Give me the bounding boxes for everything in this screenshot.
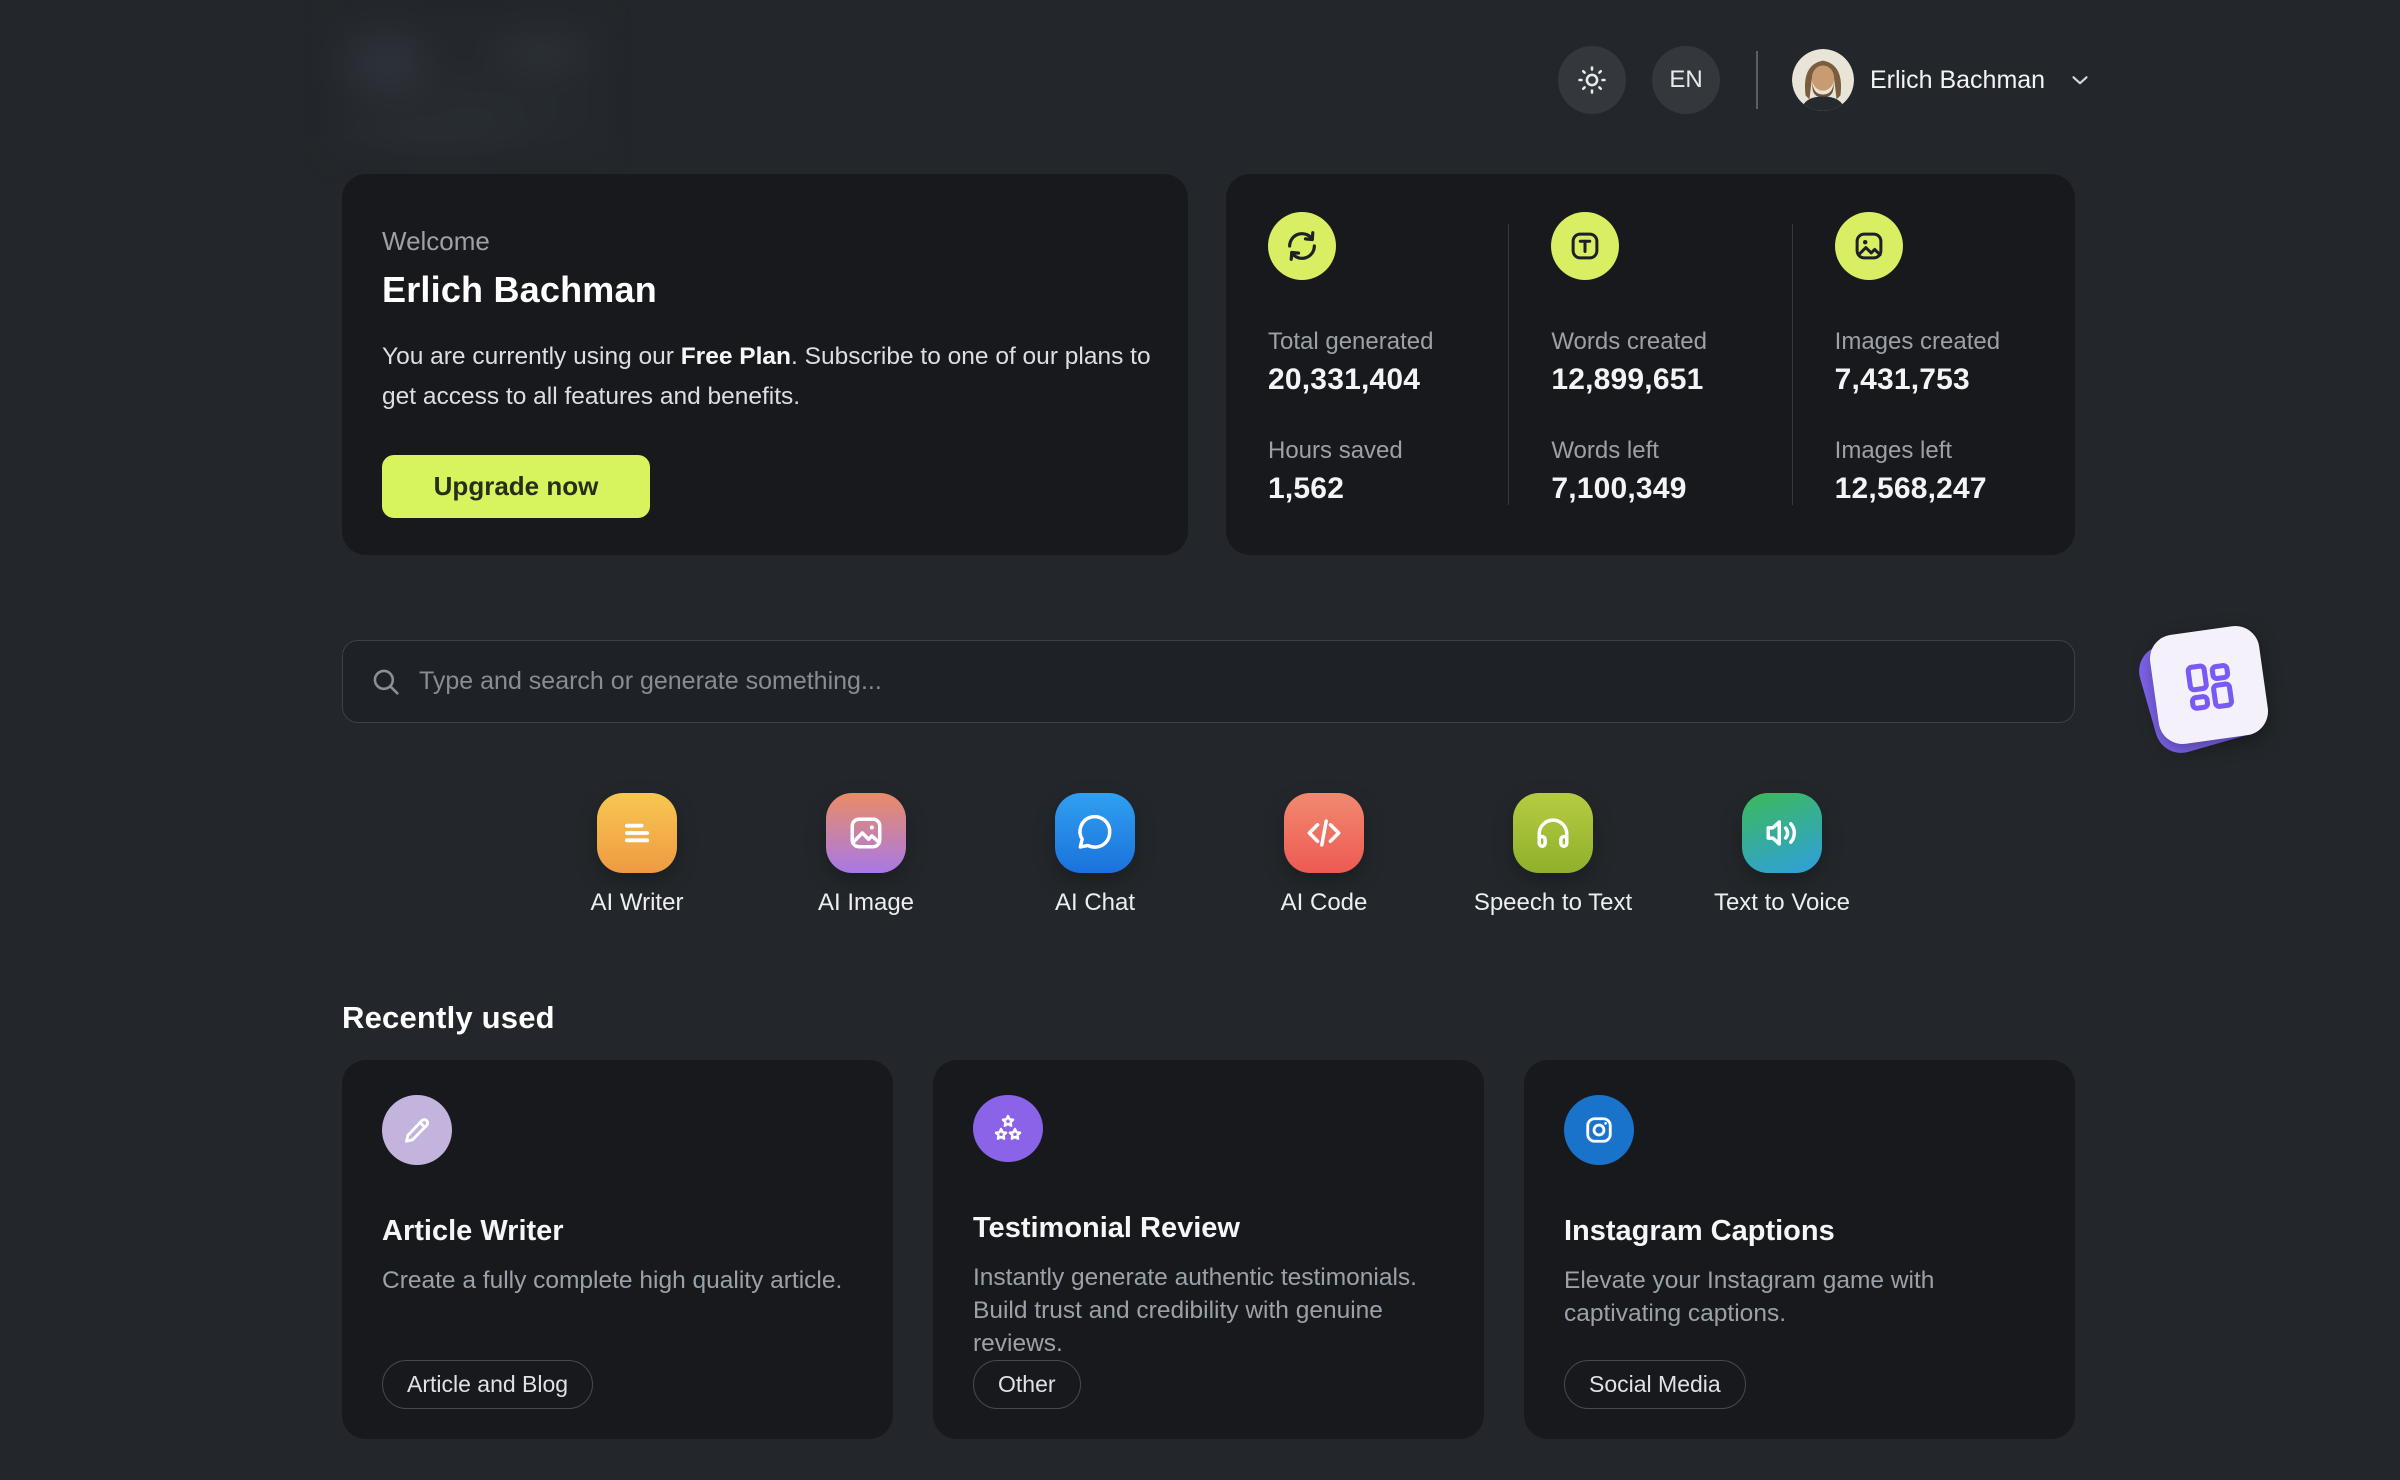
stat-value: 12,899,651 xyxy=(1551,363,1704,396)
tool-label: AI Writer xyxy=(590,889,684,916)
grid-widgets-icon xyxy=(2146,622,2272,748)
welcome-card: Welcome Erlich Bachman You are currently… xyxy=(342,174,1188,555)
sun-icon xyxy=(1575,63,1609,97)
instagram-icon xyxy=(1564,1095,1634,1165)
stat-column-words: Words created 12,899,651 Words left 7,10… xyxy=(1509,174,1791,555)
writer-lines-icon xyxy=(597,793,677,873)
recently-used-cards: Article Writer Create a fully complete h… xyxy=(342,1060,2075,1439)
plan-message-pre: You are currently using our xyxy=(382,343,681,370)
stat-label: Images created xyxy=(1834,328,2001,355)
chat-bubble-icon xyxy=(1055,793,1135,873)
pencil-icon xyxy=(382,1095,452,1165)
refresh-icon xyxy=(1268,212,1336,280)
usage-stats-card: Total generated 20,331,404 Hours saved 1… xyxy=(1226,174,2075,555)
card-instagram-captions[interactable]: Instagram Captions Elevate your Instagra… xyxy=(1524,1060,2075,1439)
tool-label: AI Chat xyxy=(1054,889,1136,916)
card-description: Elevate your Instagram game with captiva… xyxy=(1564,1267,1935,1327)
tool-label: AI Image xyxy=(817,889,915,916)
avatar xyxy=(1792,49,1854,111)
stat-column-generated: Total generated 20,331,404 Hours saved 1… xyxy=(1226,174,1508,555)
stat-value: 1,562 xyxy=(1268,472,1345,505)
stat-value: 7,431,753 xyxy=(1834,363,1970,396)
search-input[interactable] xyxy=(419,667,2048,696)
text-icon xyxy=(1551,212,1620,280)
stat-label: Words created xyxy=(1551,328,1707,355)
blurred-logo xyxy=(324,12,610,162)
plan-message-post: . Subscribe to one of our plans to get a… xyxy=(382,343,1151,410)
user-menu[interactable]: Erlich Bachman xyxy=(1792,49,2093,111)
chevron-down-icon xyxy=(2067,67,2093,93)
card-description: Instantly generate authentic testimonial… xyxy=(973,1264,1417,1357)
code-icon xyxy=(1284,793,1364,873)
search-bar xyxy=(342,640,2075,723)
stat-label: Total generated xyxy=(1268,328,1434,355)
tool-label: AI Code xyxy=(1280,889,1368,916)
card-testimonial-review[interactable]: Testimonial Review Instantly generate au… xyxy=(933,1060,1484,1439)
plan-message: You are currently using our Free Plan. S… xyxy=(382,337,1154,417)
card-article-writer[interactable]: Article Writer Create a fully complete h… xyxy=(342,1060,893,1439)
tool-text-to-voice[interactable]: Text to Voice xyxy=(1702,793,1862,917)
tool-label: Speech to Text xyxy=(1473,889,1633,916)
stat-label: Words left xyxy=(1551,437,1659,464)
stats-divider xyxy=(1791,224,1793,505)
headphones-icon xyxy=(1513,793,1593,873)
plan-name: Free Plan xyxy=(680,343,792,370)
tool-ai-chat[interactable]: AI Chat xyxy=(1015,793,1175,917)
search-icon xyxy=(369,665,403,699)
category-tag: Social Media xyxy=(1564,1360,1746,1409)
header-actions: EN Erlich Bachman xyxy=(1558,46,2093,114)
welcome-eyebrow: Welcome xyxy=(382,226,490,256)
theme-toggle-button[interactable] xyxy=(1558,46,1626,114)
quick-tools: AI Writer AI Image AI Chat xyxy=(557,793,1862,917)
user-name: Erlich Bachman xyxy=(1870,65,2046,94)
stars-icon xyxy=(973,1095,1043,1162)
tool-ai-code[interactable]: AI Code xyxy=(1244,793,1404,917)
stat-value: 7,100,349 xyxy=(1551,472,1687,505)
card-title: Testimonial Review xyxy=(973,1212,1240,1244)
tool-speech-to-text[interactable]: Speech to Text xyxy=(1473,793,1633,917)
header-divider xyxy=(1756,51,1758,109)
recently-used-heading: Recently used xyxy=(342,1000,555,1035)
tool-label: Text to Voice xyxy=(1713,889,1851,916)
welcome-user-name: Erlich Bachman xyxy=(382,269,657,310)
language-button[interactable]: EN xyxy=(1652,46,1720,114)
image-icon xyxy=(826,793,906,873)
image-icon xyxy=(1834,212,1903,280)
stat-column-images: Images created 7,431,753 Images left 12,… xyxy=(1793,174,2075,555)
speaker-icon xyxy=(1742,793,1822,873)
widgets-launcher-button[interactable] xyxy=(2132,622,2278,760)
category-tag: Article and Blog xyxy=(382,1360,594,1409)
stat-label: Hours saved xyxy=(1268,437,1403,464)
card-title: Article Writer xyxy=(382,1215,564,1247)
card-description: Create a fully complete high quality art… xyxy=(382,1267,843,1294)
category-tag: Other xyxy=(973,1360,1081,1409)
card-title: Instagram Captions xyxy=(1564,1215,1835,1247)
tool-ai-writer[interactable]: AI Writer xyxy=(557,793,717,917)
upgrade-now-button[interactable]: Upgrade now xyxy=(382,455,650,518)
stat-value: 20,331,404 xyxy=(1268,363,1421,396)
stats-divider xyxy=(1508,224,1510,505)
tool-ai-image[interactable]: AI Image xyxy=(786,793,946,917)
stat-label: Images left xyxy=(1834,437,1953,464)
stat-value: 12,568,247 xyxy=(1834,472,1987,505)
